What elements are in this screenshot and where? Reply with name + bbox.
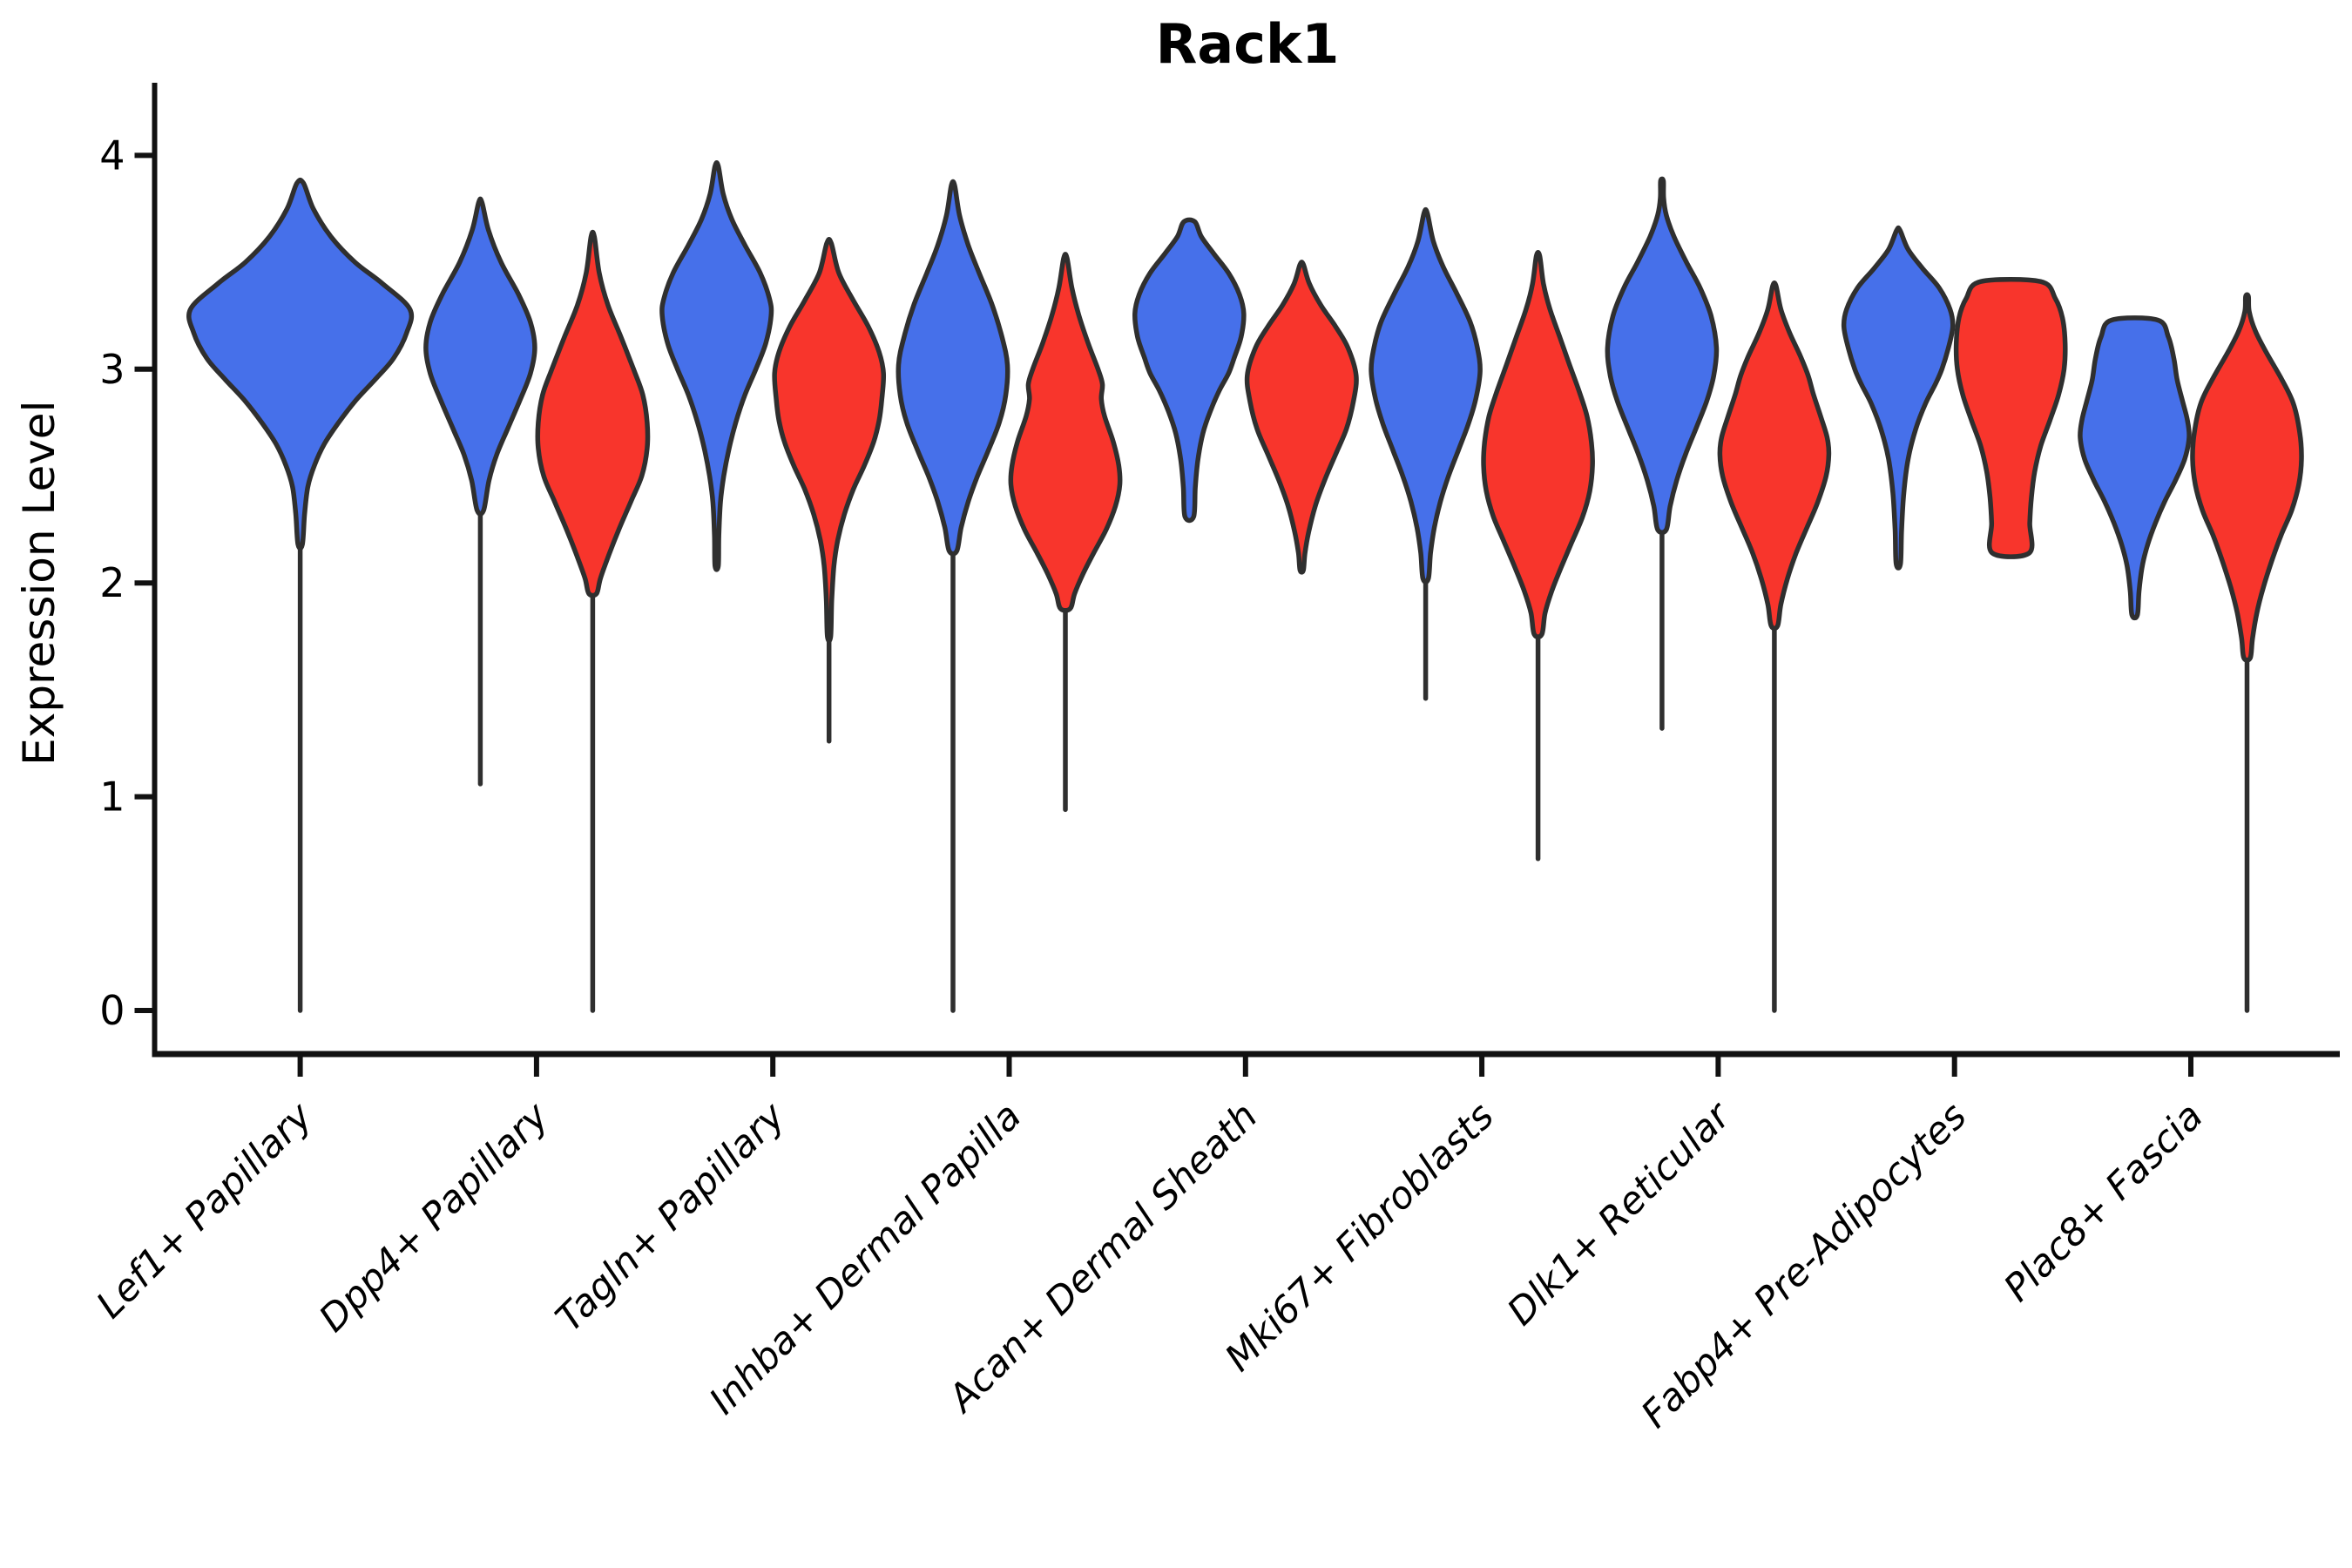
x-tick-label-1: Dpp4+ Papillary xyxy=(311,1094,558,1341)
y-tick-label-1: 1 xyxy=(99,774,125,821)
violin-8-split2 xyxy=(2190,292,2304,663)
violin-1-split2 xyxy=(535,229,651,598)
violin-8-split1 xyxy=(2078,315,2192,621)
violin-5-split1 xyxy=(1369,206,1483,585)
x-tick-label-6: Dlk1+ Reticular xyxy=(1499,1093,1740,1335)
violin-2-split2 xyxy=(772,236,887,644)
x-tick-label-5: Mki67+ Fibroblasts xyxy=(1217,1094,1503,1380)
y-tick-label-0: 0 xyxy=(99,987,125,1034)
violin-6-split2 xyxy=(1717,280,1832,632)
y-tick-label-3: 3 xyxy=(99,346,125,393)
violin-7-split1 xyxy=(1841,225,1956,571)
violin-4-split1 xyxy=(1132,217,1247,524)
x-tick-label-8: Plac8+ Fascia xyxy=(1996,1094,2212,1310)
x-tick-label-0: Lef1+ Papillary xyxy=(88,1094,321,1327)
y-tick-label-4: 4 xyxy=(99,132,125,179)
y-tick-label-2: 2 xyxy=(99,559,125,606)
violin-6-split1 xyxy=(1605,176,1720,535)
x-tick-label-2: Tagln+ Papillary xyxy=(548,1094,794,1341)
violin-1-split1 xyxy=(423,196,537,517)
chart-title: Rack1 xyxy=(1156,12,1340,76)
violin-3-split2 xyxy=(1008,252,1123,613)
violin-2-split1 xyxy=(659,159,774,572)
violin-7-split2 xyxy=(1953,277,2068,559)
violin-0-split1 xyxy=(186,177,415,551)
violin-4-split2 xyxy=(1244,260,1359,575)
y-axis-label: Expression Level xyxy=(14,401,64,766)
violin-3-split1 xyxy=(896,179,1010,557)
violin-5-split2 xyxy=(1481,249,1595,639)
